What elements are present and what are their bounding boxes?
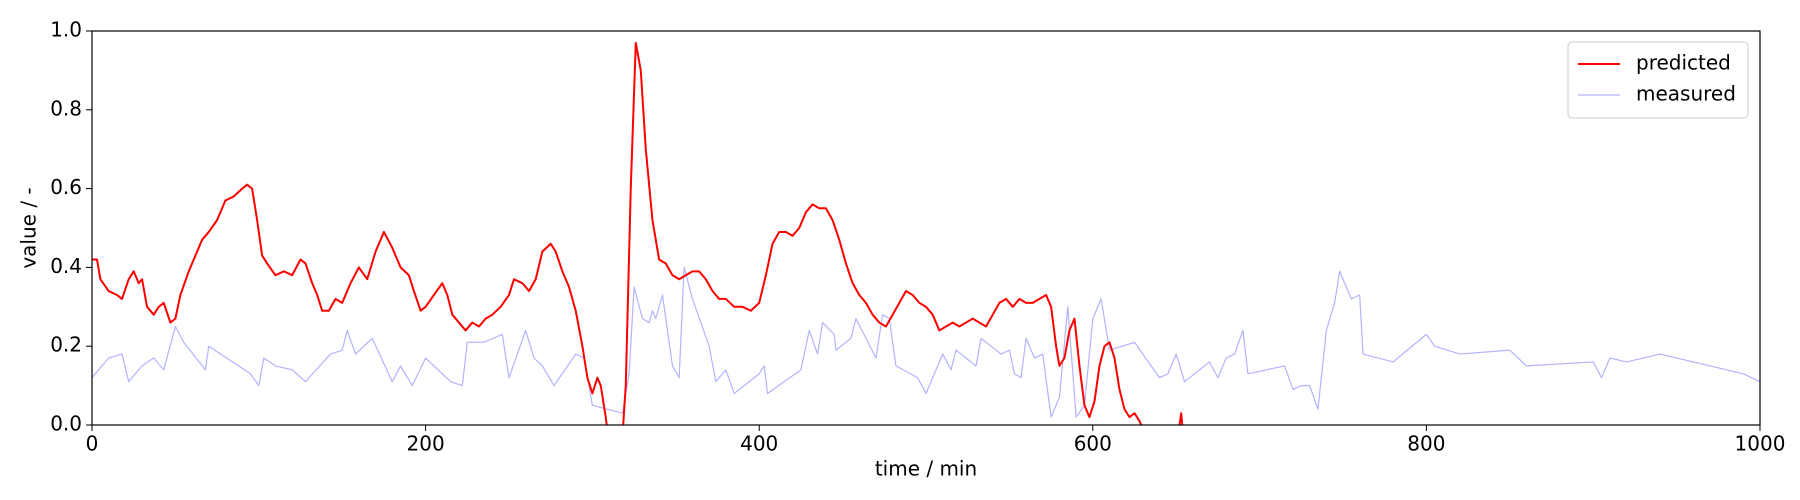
x-tick-label: 600 — [1074, 432, 1112, 456]
plot-frame — [91, 30, 1761, 426]
y-tick-label: 0.6 — [50, 175, 82, 199]
series-line — [92, 41, 1184, 425]
y-tick-label: 0.4 — [50, 254, 82, 278]
y-tick-label: 0.0 — [50, 412, 82, 436]
y-axis-label: value / - — [17, 187, 41, 268]
legend-label: predicted — [1636, 51, 1731, 75]
series-line — [92, 266, 1760, 418]
x-tick-label: 1000 — [1735, 432, 1786, 456]
legend-label: measured — [1636, 82, 1736, 106]
y-tick-label: 0.8 — [50, 96, 82, 120]
x-tick-label: 0 — [86, 432, 99, 456]
x-tick-label: 800 — [1407, 432, 1445, 456]
y-tick-label: 0.2 — [50, 333, 82, 357]
x-axis-label: time / min — [875, 457, 977, 481]
y-tick-label: 1.0 — [50, 18, 82, 42]
x-tick-label: 200 — [407, 432, 445, 456]
x-tick-label: 400 — [740, 432, 778, 456]
legend-box — [1567, 41, 1749, 119]
